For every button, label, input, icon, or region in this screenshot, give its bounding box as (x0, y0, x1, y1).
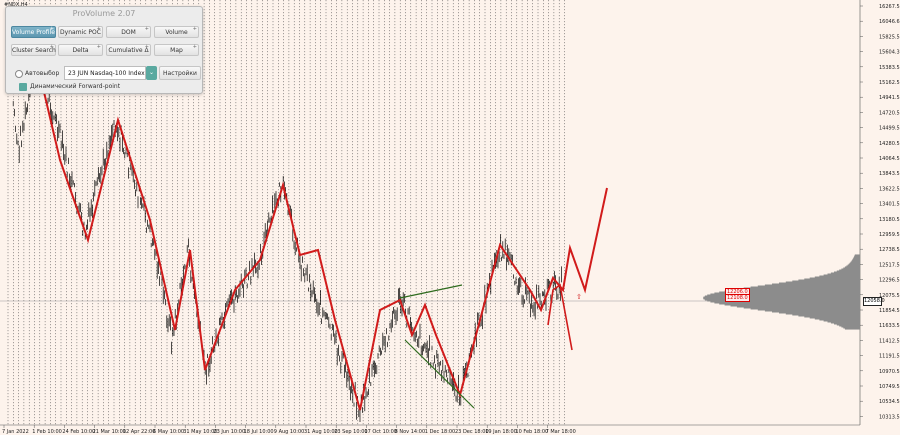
time-tick-label: 10 Feb 18:00 (515, 429, 548, 435)
cluster-search-button[interactable]: Cluster Search + (11, 44, 56, 56)
price-tick-label: 10534.5 (879, 399, 900, 405)
price-tick-label: 14720.5 (879, 110, 900, 116)
settings-button[interactable]: Настройки (159, 66, 201, 80)
instrument-field[interactable]: 23 JUN Nasdaq-100 Index (64, 66, 146, 80)
time-tick-label: 31 Aug 10:00 (304, 429, 338, 435)
time-tick-label: 21 Mar 10:00 (93, 429, 126, 435)
time-tick-label: 23 Dec 18:00 (455, 429, 489, 435)
price-tick-label: 10970.5 (879, 369, 900, 375)
price-tick-label: 16046.6 (879, 19, 900, 25)
price-tick-label: 12075.5 (879, 293, 900, 299)
expand-icon[interactable]: + (96, 44, 101, 50)
level-tag-lower: 12108.0 (725, 294, 750, 302)
time-tick-label: 31 May 10:00 (183, 429, 217, 435)
price-tick-label: 13180.5 (879, 217, 900, 223)
toggle-icon[interactable] (15, 69, 23, 78)
volume-label: Volume (165, 29, 188, 36)
time-tick-label: 17 Oct 10:00 (364, 429, 397, 435)
price-tick-label: 13843.5 (879, 171, 900, 177)
cumulative-delta-button[interactable]: Cumulative Δ + (106, 44, 151, 56)
provolume-panel[interactable]: ProVolume 2.07 Volume Profile + Dynamic P… (5, 6, 203, 94)
price-tick-label: 12959.5 (879, 232, 900, 238)
price-tick-label: 15825.5 (879, 34, 900, 40)
volume-profile-button[interactable]: Volume Profile + (11, 26, 56, 38)
auto-select-label: Автовыбор (25, 70, 60, 77)
dynamic-poc-label: Dynamic POC (60, 29, 101, 36)
time-tick-label: 23 Sep 10:00 (334, 429, 367, 435)
projection-marker-icon: ⇧ (576, 293, 582, 301)
dom-button[interactable]: DOM + (106, 26, 151, 38)
delta-button[interactable]: Delta + (58, 44, 103, 56)
forward-point-label: Динамический Forward-point (30, 83, 121, 90)
checkbox-icon[interactable] (19, 82, 27, 91)
trendline-lower (404, 339, 475, 409)
expand-icon[interactable]: + (96, 26, 101, 32)
symbol-label: #NDX,H4 (4, 2, 28, 8)
price-tick-label: 10749.5 (879, 384, 900, 390)
price-tick-label: 13622.5 (879, 186, 900, 192)
panel-title: ProVolume 2.07 (72, 9, 136, 18)
price-tick-label: 14941.5 (879, 95, 900, 101)
time-tick-label: 7 Jan 2022 (2, 429, 29, 435)
auto-select-toggle[interactable]: Автовыбор (15, 69, 59, 79)
zigzag-line (9, 29, 608, 411)
price-tick-label: 10313.5 (879, 414, 900, 420)
map-button[interactable]: Map + (154, 44, 199, 56)
price-tick-label: 15383.5 (879, 65, 900, 71)
cumulative-delta-label: Cumulative Δ (108, 47, 149, 54)
time-tick-label: 18 Jul 10:00 (244, 429, 274, 435)
volume-profile-label: Volume Profile (12, 29, 55, 36)
projection-line (547, 283, 573, 351)
dom-label: DOM (121, 29, 136, 36)
price-tick-label: 12296.5 (879, 278, 900, 284)
expand-icon[interactable]: + (49, 44, 54, 50)
price-tick-label: 15604.3 (879, 50, 900, 56)
time-tick-label: 1 Dec 18:00 (425, 429, 455, 435)
map-label: Map (170, 47, 183, 54)
dynamic-poc-button[interactable]: Dynamic POC + (58, 26, 103, 38)
time-tick-label: 23 Jun 10:00 (213, 429, 245, 435)
time-tick-label: 9 Aug 10:00 (274, 429, 305, 435)
time-tick-label: 6 May 10:00 (153, 429, 184, 435)
expand-icon[interactable]: + (192, 44, 197, 50)
price-tick-label: 12517.5 (879, 262, 900, 268)
time-tick-label: 19 Jan 18:00 (485, 429, 517, 435)
expand-icon[interactable]: + (192, 26, 197, 32)
delta-label: Delta (72, 47, 89, 54)
price-tick-label: 15162.5 (879, 80, 900, 86)
price-tick-label: 14499.5 (879, 126, 900, 132)
forward-point-checkbox[interactable]: Динамический Forward-point (19, 82, 120, 92)
price-tick-label: 14280.5 (879, 141, 900, 147)
expand-icon[interactable]: + (144, 44, 149, 50)
price-tick-label: 11854.5 (879, 308, 900, 314)
expand-icon[interactable]: + (49, 26, 54, 32)
trendline-upper (399, 284, 463, 299)
price-tick-label: 16267.5 (879, 4, 900, 10)
price-tick-label: 14064.5 (879, 156, 900, 162)
price-tick-label: 13401.5 (879, 202, 900, 208)
time-tick-label: 12 Apr 22:00 (123, 429, 156, 435)
time-tick-label: 24 Feb 10:00 (62, 429, 95, 435)
volume-button[interactable]: Volume + (154, 26, 199, 38)
current-price-label: 12058.0 (863, 297, 885, 306)
price-tick-label: 11633.5 (879, 323, 900, 329)
chevron-down-icon[interactable]: ⌄ (146, 66, 157, 80)
cluster-search-label: Cluster Search (12, 47, 56, 54)
time-tick-label: 1 Feb 10:00 (32, 429, 62, 435)
price-tick-label: 11191.5 (879, 354, 900, 360)
price-tick-label: 12738.5 (879, 247, 900, 253)
time-tick-label: 7 Mar 18:00 (546, 429, 576, 435)
time-tick-label: 8 Nov 14:00 (395, 429, 426, 435)
expand-icon[interactable]: + (144, 26, 149, 32)
price-tick-label: 11412.5 (879, 338, 900, 344)
